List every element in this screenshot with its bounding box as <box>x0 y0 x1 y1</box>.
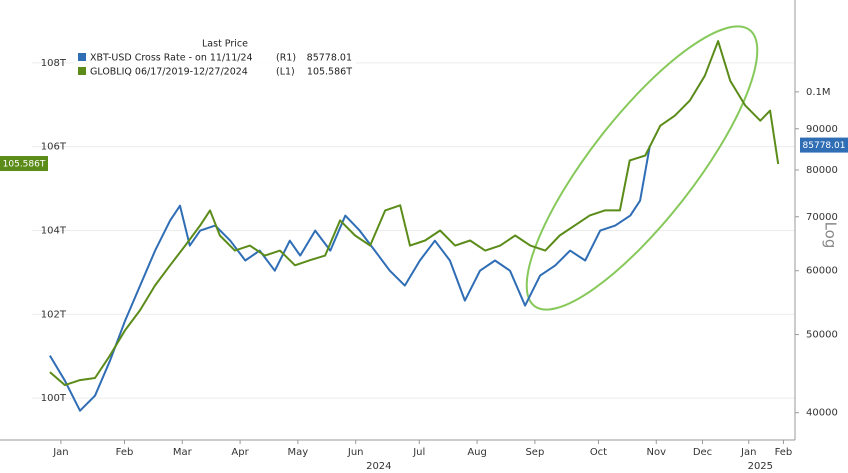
legend-label: XBT-USD Cross Rate - on 11/11/24 <box>90 53 253 64</box>
x-year-label: 2025 <box>748 461 773 472</box>
series-line <box>49 145 651 412</box>
x-tick-label: Jun <box>347 447 364 458</box>
x-tick-label: May <box>288 447 309 458</box>
x-tick-label: Oct <box>590 447 607 458</box>
legend-value: 105.586T <box>307 67 352 78</box>
legend-tag: (R1) <box>276 53 296 64</box>
x-tick-label: Apr <box>231 447 249 458</box>
y2-tick-label: 90000 <box>806 124 838 135</box>
y-tick-label: 106T <box>41 142 67 153</box>
grid <box>32 62 795 399</box>
y2-tick-label: 60000 <box>806 266 838 277</box>
y-tick-label: 108T <box>41 58 67 69</box>
y2-tick-label: 40000 <box>806 408 838 419</box>
legend: Last Price XBT-USD Cross Rate - on 11/11… <box>74 34 356 80</box>
last-value-label: 85778.01 <box>803 141 846 151</box>
y2-tick-label: 70000 <box>806 212 838 223</box>
legend-value: 85778.01 <box>307 53 352 64</box>
x-tick-label: Feb <box>775 447 793 458</box>
highlight-ellipse <box>525 25 759 311</box>
y2-tick-label: 50000 <box>806 330 838 341</box>
legend-swatch <box>78 67 86 75</box>
x-tick-label: Mar <box>173 447 193 458</box>
y-tick-label: 104T <box>41 225 67 236</box>
legend-label: GLOBLIQ 06/17/2019-12/27/2024 <box>90 67 248 78</box>
x-tick-label: Jul <box>412 447 425 458</box>
legend-title: Last Price <box>202 39 248 50</box>
x-tick-label: Nov <box>647 447 667 458</box>
x-tick-label: Sep <box>525 447 544 458</box>
y2-tick-label: 0.1M <box>806 87 831 98</box>
last-value-box <box>800 137 848 153</box>
legend-swatch <box>78 53 86 61</box>
x-tick-label: Aug <box>467 447 487 458</box>
last-value-label: 105.586T <box>3 160 46 170</box>
x-year-label: 2024 <box>366 461 391 472</box>
y2-tick-label: 80000 <box>806 165 838 176</box>
y2-axis-title: Log <box>822 222 840 249</box>
legend-box <box>74 34 356 80</box>
x-tick-label: Jan <box>740 447 756 458</box>
y-tick-label: 102T <box>41 309 67 320</box>
x-tick-label: Feb <box>116 447 134 458</box>
series-line <box>49 40 780 387</box>
lines <box>49 40 780 412</box>
y-tick-label: 100T <box>41 393 67 404</box>
x-tick-label: Jan <box>52 447 68 458</box>
legend-tag: (L1) <box>276 67 295 78</box>
last-value-box <box>0 156 48 172</box>
x-tick-label: Dec <box>693 447 712 458</box>
